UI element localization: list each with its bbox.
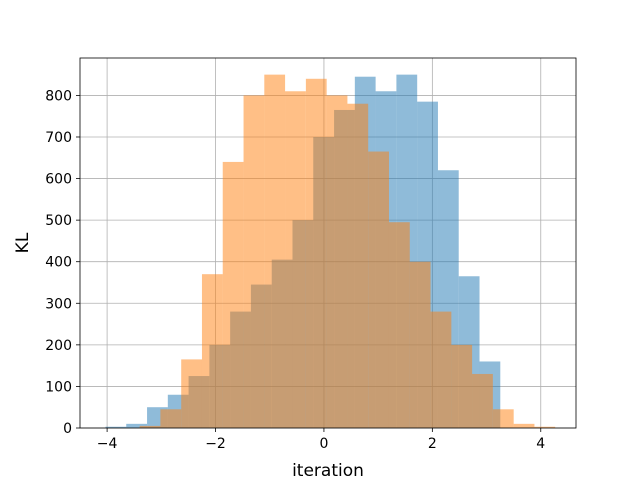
histogram-bar-series-2 <box>409 261 431 428</box>
x-tick-label: 2 <box>428 436 437 452</box>
x-tick-label: −4 <box>97 436 118 452</box>
y-tick-label: 500 <box>45 213 72 229</box>
histogram-bar-series-2 <box>513 423 535 428</box>
y-tick-label: 100 <box>45 379 72 395</box>
ticks-layer: −4 −2 0 2 4 0 100 200 300 400 500 600 700 800 <box>45 88 545 452</box>
y-tick-label: 800 <box>45 88 72 104</box>
histogram-bar-series-2 <box>451 344 473 428</box>
y-tick-label: 300 <box>45 296 72 312</box>
y-tick-label: 600 <box>45 172 72 188</box>
histogram-bar-series-2 <box>368 151 389 429</box>
x-tick-label: 4 <box>536 436 545 452</box>
histogram-bar-series-2 <box>139 425 161 428</box>
x-axis-label: iteration <box>292 461 364 480</box>
x-tick-label: −2 <box>205 436 226 452</box>
histogram-bar-series-2 <box>222 161 244 428</box>
histogram-bar-series-2 <box>492 409 514 428</box>
x-tick-label: 0 <box>319 436 328 452</box>
histogram-bar-series-2 <box>243 95 265 428</box>
histogram-bar-series-2 <box>347 103 369 428</box>
y-tick-label: 0 <box>63 421 72 437</box>
histogram-bar-series-2 <box>388 222 410 428</box>
histogram-bar-series-2 <box>181 359 202 428</box>
histogram-bar-series-2 <box>305 78 327 429</box>
histogram-bar-series-2 <box>326 95 348 428</box>
histogram-bar-series-2 <box>430 311 452 428</box>
histogram-bar-series-1 <box>105 426 127 428</box>
y-tick-label: 200 <box>45 338 72 354</box>
histogram-bar-series-2 <box>472 373 493 428</box>
histogram-bar-series-2 <box>201 274 223 428</box>
histogram-bar-series-2 <box>534 426 556 428</box>
plot-frame <box>79 57 577 429</box>
histogram-bar-series-1 <box>126 423 148 428</box>
histogram-bar-series-2 <box>285 91 306 429</box>
histogram-bar-series-2 <box>264 74 286 428</box>
y-tick-label: 700 <box>45 130 72 146</box>
y-axis-label: KL <box>13 232 33 253</box>
bars-layer <box>105 74 556 429</box>
histogram-bar-series-2 <box>160 409 182 428</box>
y-tick-label: 400 <box>45 255 72 271</box>
